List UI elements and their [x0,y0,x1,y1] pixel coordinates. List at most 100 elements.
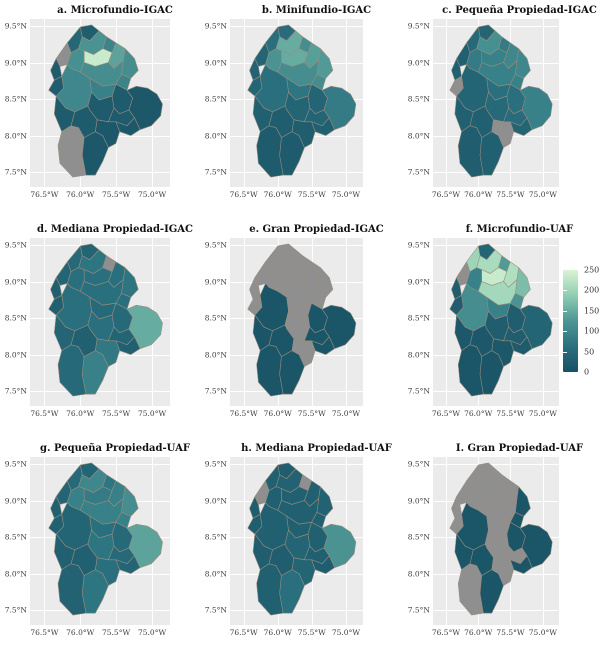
panel-a: a. Microfundio-IGAC 9.5°N 9.0°N 8.5°N 8.0°N… [0,2,200,208]
map-region-r20 [126,85,163,130]
map-region-r26 [95,119,120,148]
y-tick-label: 8.5°N [4,313,27,323]
y-tick-label: 8.5°N [407,313,430,323]
map-region-r15 [247,76,263,97]
map-region-r26 [291,119,316,148]
y-axis: 9.5°N 9.0°N 8.5°N 8.0°N 7.5°N [403,19,433,187]
choropleth-map [449,24,553,178]
gridline [30,26,170,28]
legend-tick-label: 250 [584,265,600,275]
choropleth-map [48,243,163,397]
y-tick-label: 8.0°N [407,569,430,579]
panel-b: b. Minifundio-IGAC 9.5°N 9.0°N 8.5°N 8.0°N 7… [200,2,403,208]
y-tick-label: 8.5°N [204,94,227,104]
y-tick-label: 8.0°N [4,131,27,141]
y-tick-label: 9.5°N [407,240,430,250]
gridline [433,26,559,28]
y-axis: 9.5°N 9.0°N 8.5°N 8.0°N 7.5°N [0,19,30,187]
x-tick-label: 76.0°W [263,628,292,637]
map-region-r15 [48,295,64,316]
legend-tick [563,290,567,292]
x-tick-label: 76.0°W [263,190,292,199]
map-region-r4 [50,496,63,519]
panel-title-c: c. Pequeña Propiedad-IGAC [442,5,597,16]
panel-e: e. Gran Propiedad-IGAC 9.5°N 9.0°N 8.5°N 8.… [200,208,403,427]
x-tick-label: 76.5°W [431,409,461,418]
map-region-r26 [491,338,514,367]
x-tick-label: 75.5°W [496,409,525,418]
y-tick-label: 9.5°N [4,240,27,250]
legend-tick-label: 50 [584,347,595,357]
x-tick-label: 76.5°W [30,628,59,637]
map-region-r4 [249,277,261,300]
panel-f: f. Microfundio-UAF 9.5°N 9.0°N 8.5°N 8.0°N 7… [403,208,606,427]
y-tick-label: 7.5°N [407,605,430,615]
map-region-r20 [126,304,163,349]
panel-title-d: d. Mediana Propiedad-IGAC [36,224,194,235]
panel-title-b: b. Minifundio-IGAC [261,5,372,16]
gridline [44,238,46,406]
map-plot-f [433,238,559,406]
y-tick-label: 9.0°N [204,277,227,287]
gridline [230,464,363,466]
y-tick-label: 9.5°N [407,21,430,31]
x-tick-label: 75.0°W [528,190,557,199]
map-region-r4 [50,277,63,300]
map-region-r26 [491,119,514,148]
map-plot-g [30,457,170,625]
panel-title-e: e. Gran Propiedad-IGAC [249,224,384,235]
panel-title-g: g. Pequeña Propiedad-UAF [40,443,190,454]
gridline [30,172,170,174]
gridline [230,391,363,393]
y-tick-label: 8.5°N [407,94,430,104]
y-tick-label: 8.5°N [407,532,430,542]
y-axis: 9.5°N 9.0°N 8.5°N 8.0°N 7.5°N [0,457,30,625]
map-region-r20 [321,304,357,349]
x-tick-label: 76.5°W [229,409,258,418]
choropleth-map [449,462,553,616]
y-tick-label: 9.5°N [4,21,27,31]
y-axis: 9.5°N 9.0°N 8.5°N 8.0°N 7.5°N [403,457,433,625]
x-tick-label: 75.0°W [137,409,167,418]
y-tick-label: 7.5°N [407,386,430,396]
y-tick-label: 8.5°N [4,94,27,104]
y-tick-label: 7.5°N [204,386,227,396]
legend-tick-label: 200 [584,285,600,295]
panel-title-h: h. Mediana Propiedad-UAF [241,443,392,454]
gridline [445,238,447,406]
x-tick-label: 76.5°W [229,628,258,637]
y-tick-label: 7.5°N [4,167,27,177]
map-plot-d [30,238,170,406]
map-plot-h [230,457,363,625]
map-region-r15 [449,76,464,97]
x-tick-label: 75.5°W [102,190,131,199]
panel-g: g. Pequeña Propiedad-UAF 9.5°N 9.0°N 8.5°N… [0,427,200,646]
y-axis: 9.5°N 9.0°N 8.5°N 8.0°N 7.5°N [200,238,230,406]
legend-tick-label: 0 [584,367,590,377]
gridline [44,19,46,187]
map-region-r15 [449,295,464,316]
map-region-r20 [321,523,357,568]
map-region-r26 [95,557,120,586]
x-tick-label: 76.0°W [66,190,95,199]
map-plot-b [230,19,363,187]
y-tick-label: 9.5°N [4,459,27,469]
map-region-r26 [95,338,120,367]
gridline [433,172,559,174]
x-tick-label: 76.5°W [30,190,59,199]
x-tick-label: 75.5°W [496,190,525,199]
panel-title-a: a. Microfundio-IGAC [57,5,173,16]
map-region-r20 [321,85,357,130]
legend-tick [563,331,567,333]
x-tick-label: 75.5°W [496,628,525,637]
y-axis: 9.5°N 9.0°N 8.5°N 8.0°N 7.5°N [200,457,230,625]
map-region-r26 [491,557,514,586]
x-tick-label: 76.5°W [30,409,59,418]
map-region-r4 [249,58,261,81]
x-tick-label: 76.0°W [464,409,493,418]
gridline [445,19,447,187]
choropleth-map [247,24,357,178]
map-region-r15 [48,76,64,97]
y-axis: 9.5°N 9.0°N 8.5°N 8.0°N 7.5°N [200,19,230,187]
